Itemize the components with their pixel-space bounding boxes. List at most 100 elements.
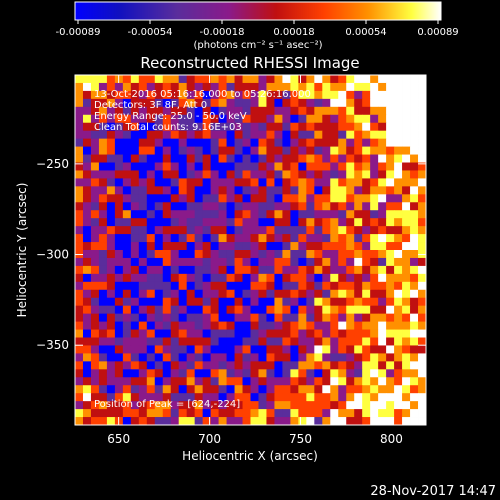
- heatmap-cell: [274, 369, 283, 378]
- heatmap-cell: [354, 409, 363, 418]
- heatmap-cell: [306, 297, 315, 307]
- heatmap-cell: [234, 297, 243, 307]
- heatmap-cell: [418, 178, 426, 187]
- heatmap-cell: [234, 289, 243, 299]
- heatmap-cell: [218, 138, 227, 147]
- heatmap-cell: [402, 377, 411, 386]
- heatmap-cell: [186, 186, 196, 195]
- heatmap-cell: [242, 186, 251, 195]
- heatmap-cell: [218, 377, 227, 386]
- heatmap-cell: [354, 146, 363, 155]
- heatmap-cell: [242, 289, 251, 299]
- heatmap-cell: [242, 329, 251, 338]
- heatmap-cell: [266, 122, 275, 132]
- heatmap-cell: [138, 242, 148, 251]
- heatmap-cell: [362, 138, 371, 147]
- heatmap-cell: [298, 281, 307, 291]
- heatmap-cell: [170, 106, 180, 116]
- heatmap-cell: [282, 234, 291, 243]
- heatmap-cell: [186, 90, 196, 100]
- heatmap-cell: [258, 265, 267, 275]
- heatmap-cell: [394, 146, 403, 155]
- heatmap-cell: [282, 393, 291, 402]
- heatmap-cell: [90, 210, 100, 219]
- heatmap-cell: [354, 305, 363, 315]
- heatmap-cell: [306, 369, 315, 378]
- heatmap-cell: [386, 321, 395, 330]
- heatmap-cell: [370, 162, 379, 171]
- heatmap-cell: [266, 114, 275, 124]
- heatmap-cell: [106, 250, 116, 259]
- heatmap-cell: [90, 186, 100, 195]
- heatmap-cell: [346, 146, 355, 155]
- heatmap-cell: [386, 353, 395, 362]
- heatmap-cell: [330, 377, 339, 386]
- heatmap-cell: [258, 130, 267, 140]
- heatmap-cell: [370, 90, 379, 100]
- heatmap-cell: [250, 353, 259, 362]
- heatmap-cell: [346, 377, 355, 386]
- heatmap-cell: [322, 281, 331, 291]
- heatmap-cell: [378, 226, 387, 235]
- heatmap-cell: [346, 98, 355, 108]
- heatmap-cell: [386, 114, 395, 124]
- heatmap-cell: [370, 337, 379, 346]
- heatmap-cell: [170, 369, 180, 378]
- heatmap-cell: [354, 250, 363, 259]
- heatmap-cell: [378, 417, 387, 425]
- heatmap-cell: [250, 82, 259, 92]
- heatmap-cell: [146, 337, 156, 346]
- heatmap-cell: [354, 297, 363, 307]
- heatmap-cell: [234, 226, 243, 235]
- heatmap-cell: [258, 401, 267, 410]
- heatmap-cell: [98, 297, 108, 307]
- heatmap-cell: [306, 305, 315, 315]
- heatmap-cell: [290, 218, 299, 227]
- heatmap-cell: [82, 226, 92, 235]
- heatmap-cell: [234, 377, 243, 386]
- heatmap-cell: [218, 289, 227, 299]
- heatmap-cell: [146, 393, 156, 402]
- heatmap-cell: [274, 218, 283, 227]
- heatmap-cell: [330, 257, 339, 267]
- heatmap-cell: [186, 122, 196, 132]
- heatmap-cell: [322, 409, 331, 418]
- heatmap-cell: [162, 329, 172, 338]
- heatmap-cell: [362, 281, 371, 291]
- heatmap-cell: [90, 250, 100, 259]
- heatmap-cell: [106, 377, 116, 386]
- heatmap-cell: [178, 297, 188, 307]
- heatmap-cell: [114, 194, 124, 203]
- heatmap-cell: [146, 297, 156, 307]
- heatmap-cell: [75, 393, 84, 402]
- heatmap-cell: [162, 369, 172, 378]
- heatmap-cell: [290, 194, 299, 203]
- heatmap-cell: [354, 321, 363, 330]
- heatmap-cell: [226, 353, 235, 362]
- heatmap-cell: [298, 122, 307, 132]
- heatmap-cell: [114, 122, 124, 132]
- heatmap-cell: [234, 90, 243, 100]
- heatmap-cell: [266, 313, 275, 322]
- heatmap-cell: [282, 321, 291, 330]
- heatmap-cell: [418, 417, 426, 425]
- heatmap-cell: [242, 409, 251, 418]
- heatmap-cell: [122, 329, 132, 338]
- heatmap-cell: [194, 297, 204, 307]
- heatmap-cell: [210, 417, 219, 425]
- heatmap-cell: [322, 162, 331, 171]
- heatmap-cell: [282, 130, 291, 140]
- heatmap-cell: [330, 345, 339, 354]
- heatmap-cell: [138, 130, 148, 140]
- heatmap-cell: [138, 409, 148, 418]
- heatmap-cell: [386, 313, 395, 322]
- x-tick-label: 800: [380, 432, 403, 446]
- heatmap-cell: [146, 409, 156, 418]
- heatmap-cell: [218, 202, 227, 211]
- colorbar-tick-label: 0.00089: [417, 27, 458, 38]
- heatmap-cell: [378, 130, 387, 140]
- heatmap-cell: [90, 313, 100, 322]
- heatmap-cell: [82, 130, 92, 140]
- heatmap-cell: [98, 345, 108, 354]
- heatmap-cell: [234, 281, 243, 291]
